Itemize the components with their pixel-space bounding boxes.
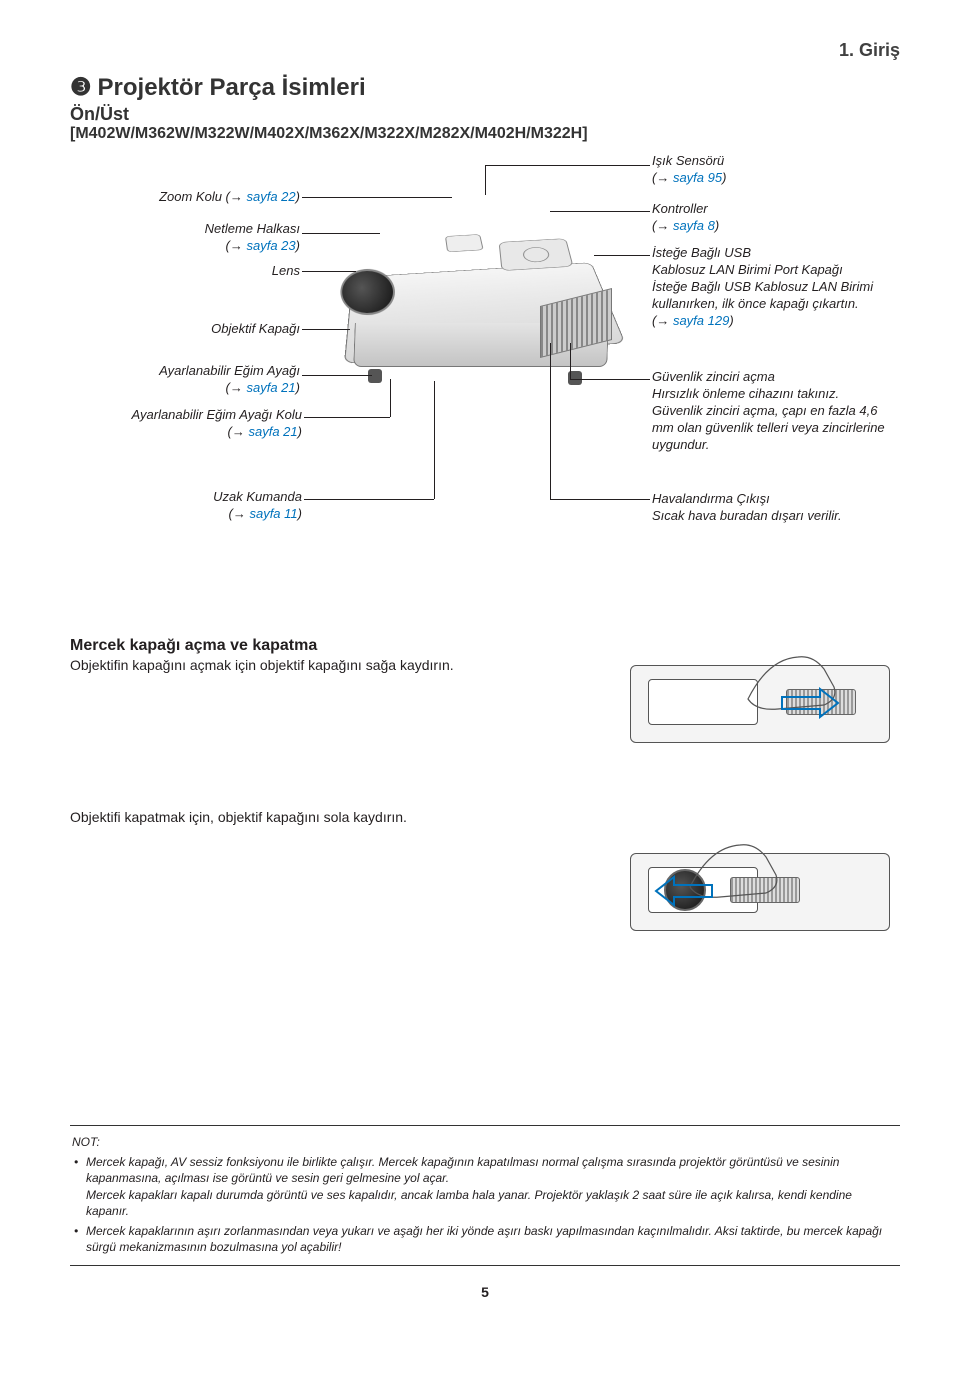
callout-light-sensor: Işık Sensörü (→ sayfa 95) [652, 153, 888, 187]
lens-cap-close-text: Objektifi kapatmak için, objektif kapağı… [70, 809, 590, 825]
callout-focus-ring: Netleme Halkası (→ sayfa 23) [70, 221, 300, 255]
section-title-text: Projektör Parça İsimleri [98, 74, 366, 102]
lens-cap-close-section: Objektifi kapatmak için, objektif kapağı… [70, 807, 900, 945]
callout-controls: Kontroller (→ sayfa 8) [652, 201, 888, 235]
subheading-front-top: Ön/Üst [70, 104, 900, 125]
callout-remote: Uzak Kumanda (→ sayfa 11) [70, 489, 302, 523]
callout-tilt-lever: Ayarlanabilir Eğim Ayağı Kolu (→ sayfa 2… [70, 407, 302, 441]
callout-zoom: Zoom Kolu (→ sayfa 22) [70, 189, 300, 206]
note-list: Mercek kapağı, AV sessiz fonksiyonu ile … [72, 1154, 898, 1255]
callout-lens-cap: Objektif Kapağı [70, 321, 300, 338]
arrow-left-icon [654, 875, 714, 907]
lens-cap-section: Mercek kapağı açma ve kapatma Objektifin… [70, 637, 900, 757]
lens-cap-close-illustration [620, 825, 900, 945]
callout-tilt-foot: Ayarlanabilir Eğim Ayağı (→ sayfa 21) [70, 363, 300, 397]
callout-usb-cap: İsteğe Bağlı USB Kablosuz LAN Birimi Por… [652, 245, 902, 329]
note-label: NOT: [72, 1135, 100, 1149]
callout-exhaust: Havalandırma Çıkışı Sıcak hava buradan d… [652, 491, 902, 525]
projector-illustration [330, 173, 630, 393]
lens-cap-open-text: Objektifin kapağını açmak için objektif … [70, 657, 590, 673]
chapter-header: 1. Giriş [70, 40, 900, 61]
lens-cap-open-illustration [620, 637, 900, 757]
section-number: ❸ [70, 73, 92, 102]
arrow-right-icon [780, 687, 840, 719]
callout-lens: Lens [70, 263, 300, 280]
section-title: ❸ Projektör Parça İsimleri [70, 73, 900, 102]
model-line: [M402W/M362W/M322W/M402X/M362X/M322X/M28… [70, 125, 900, 143]
page-number: 5 [70, 1284, 900, 1300]
callout-security-chain: Güvenlik zinciri açma Hırsızlık önleme c… [652, 369, 902, 453]
note-box: NOT: Mercek kapağı, AV sessiz fonksiyonu… [70, 1125, 900, 1266]
note-item: Mercek kapağı, AV sessiz fonksiyonu ile … [72, 1154, 898, 1219]
projector-diagram: Zoom Kolu (→ sayfa 22) Netleme Halkası (… [70, 153, 890, 613]
lens-cap-heading: Mercek kapağı açma ve kapatma [70, 637, 590, 655]
note-item: Mercek kapaklarının aşırı zorlanmasından… [72, 1223, 898, 1255]
